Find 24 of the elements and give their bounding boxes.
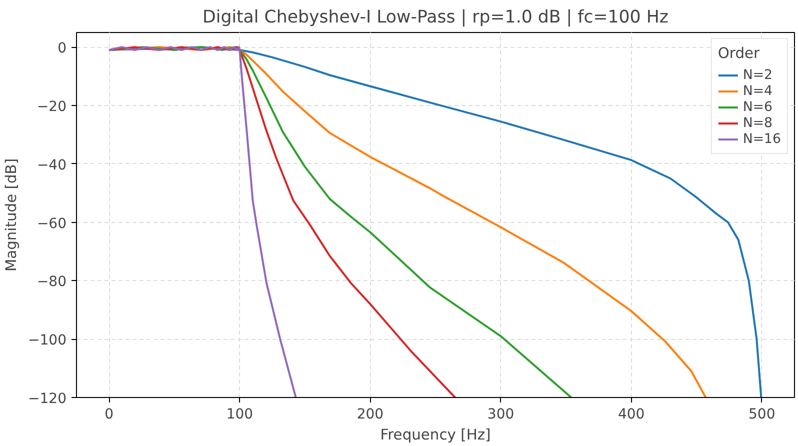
x-tick-label: 0 (104, 406, 114, 422)
line-series (108, 46, 456, 398)
legend-label: N=4 (742, 83, 773, 99)
y-tick-label: −80 (36, 274, 66, 290)
x-tick-label: 200 (356, 406, 384, 422)
legend-label: N=2 (742, 67, 773, 83)
line-series (108, 46, 297, 398)
legend-label: N=8 (742, 115, 773, 131)
chart-title: Digital Chebyshev-I Low-Pass | rp=1.0 dB | fc=100 Hz (202, 8, 668, 28)
y-tick-label: −100 (28, 332, 66, 349)
legend-label: N=6 (742, 99, 773, 115)
x-tick-label: 300 (487, 406, 514, 422)
y-tick-label: −40 (36, 157, 66, 174)
y-tick-label: −20 (36, 99, 66, 115)
legend-label: N=16 (742, 131, 781, 147)
y-tick-label: 0 (58, 40, 67, 57)
x-axis-title: Frequency [Hz] (380, 426, 491, 444)
y-axis-title: Magnitude [dB] (3, 158, 20, 272)
y-tick-label: −60 (36, 216, 66, 232)
x-tick-label: 100 (226, 406, 254, 422)
x-tick-label: 400 (618, 406, 645, 422)
x-tick-label: 500 (748, 406, 776, 422)
y-tick-label: −120 (28, 391, 66, 407)
legend-title: Order (718, 45, 761, 62)
